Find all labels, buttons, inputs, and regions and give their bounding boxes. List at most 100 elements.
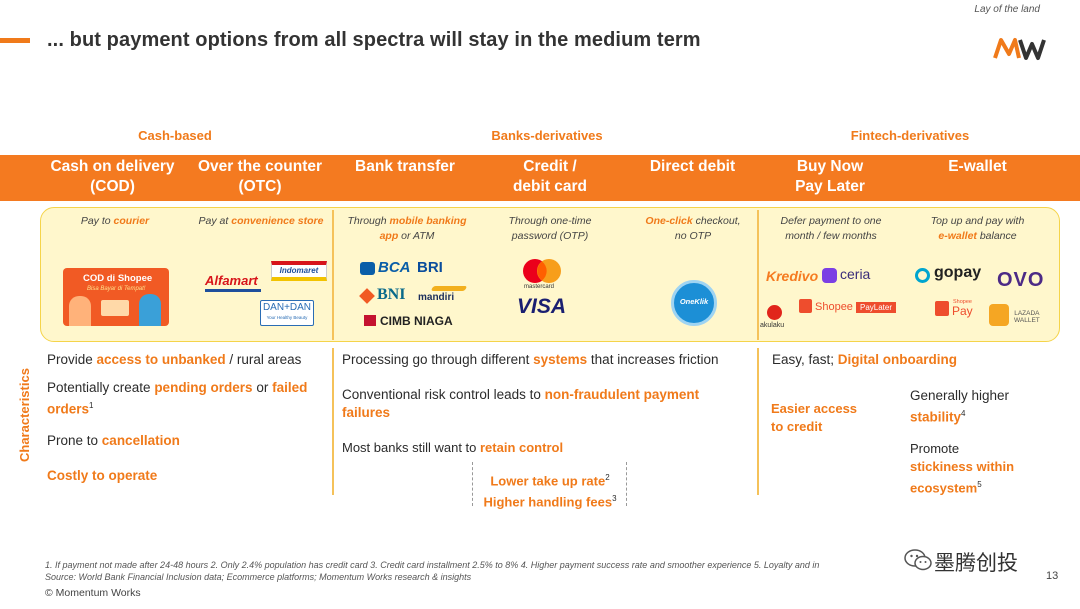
section-tag: Lay of the land <box>974 4 1040 15</box>
bni-logo: BNI <box>377 286 406 303</box>
shopee-paylater-badge: PayLater <box>856 302 897 313</box>
cod-banner-title: COD di Shopee <box>83 273 153 284</box>
method-cod: Cash on delivery (COD) <box>45 157 180 197</box>
ceria-logo: ceria <box>840 266 871 282</box>
footnotes: 1. If payment not made after 24-48 hours… <box>45 560 820 570</box>
fintech-char-2-line2: to credit <box>771 419 823 434</box>
header-accent-bar <box>0 38 30 43</box>
desc-wallet-line1: Top up and pay with <box>930 215 1025 227</box>
desc-debit-highlight: One-click <box>645 215 693 227</box>
lazada-wallet-icon <box>989 304 1009 326</box>
desc-wallet: Top up and pay with e-wallet balance <box>915 214 1040 244</box>
desc-bnpl: Defer payment to one month / few months <box>766 214 896 244</box>
desc-wallet-highlight: e-wallet <box>938 230 977 242</box>
cimb-niaga-logo: CIMB NIAGA <box>380 314 453 328</box>
fintech-char-4-highlight: stickiness within <box>910 459 1015 474</box>
card-note-take-up: Lower take up rate <box>490 473 606 489</box>
customer-figure-icon <box>139 294 161 326</box>
page-number: 13 <box>1046 570 1059 582</box>
desc-otc-text: Pay at <box>198 215 232 227</box>
fintech-char-3-highlight: stability <box>910 409 962 425</box>
method-bnpl-line2: Pay Later <box>795 178 865 195</box>
fintech-char-2: Easier access to credit <box>771 400 857 436</box>
desc-cod-text: Pay to <box>80 215 114 227</box>
fintech-char-1-text: Easy, fast; <box>772 352 838 367</box>
cod-shopee-banner: COD di Shopee Bisa Bayar di Tempat! <box>63 268 169 326</box>
desc-wallet-text: balance <box>976 230 1017 242</box>
cash-char-1-highlight: access to unbanked <box>96 352 226 367</box>
shopee-paylater-shopee: Shopee <box>815 301 853 313</box>
bank-char-3-highlight: retain control <box>480 440 564 455</box>
cash-char-4: Costly to operate <box>47 468 158 483</box>
shopee-bag-icon <box>799 299 812 313</box>
wechat-icon <box>904 549 932 571</box>
desc-card-line2: password (OTP) <box>511 230 589 242</box>
fintech-char-2-line1: Easier access <box>771 401 858 416</box>
cash-char-3-highlight: cancellation <box>101 433 180 448</box>
bca-icon <box>360 262 375 275</box>
akulaku-logo: akulaku <box>760 322 785 329</box>
card-notes-left-divider <box>472 462 473 506</box>
cash-char-3: Prone to cancellation <box>47 432 180 450</box>
cash-char-2-highlight3: orders <box>47 401 90 417</box>
cimb-icon <box>364 315 376 326</box>
alfamart-logo: Alfamart <box>205 273 258 288</box>
cash-char-2-highlight: pending orders <box>154 380 253 395</box>
copyright: © Momentum Works <box>45 587 141 599</box>
mastercard-icon <box>523 259 561 283</box>
bank-char-2: Conventional risk control leads to non-f… <box>342 386 752 422</box>
lazada-text: LAZADA <box>1014 310 1040 317</box>
bank-char-3: Most banks still want to retain control <box>342 439 563 457</box>
shopeepay-bag-icon <box>935 301 949 316</box>
dandan-tagline: Your Healthy Beauty <box>266 315 308 320</box>
courier-figure-icon <box>69 296 91 326</box>
category-cash-based: Cash-based <box>138 128 212 143</box>
lazada-wallet-logo: LAZADA WALLET <box>1014 310 1040 324</box>
desc-bank-highlight: mobile banking app <box>379 215 467 242</box>
divider-lower-bank-fintech <box>757 348 759 495</box>
fintech-char-3-footnote: 4 <box>961 409 966 418</box>
dandan-logo: DAN+DAN Your Healthy Beauty <box>260 300 314 326</box>
bri-logo: BRI <box>417 259 443 276</box>
method-card-line1: Credit / <box>523 158 577 175</box>
desc-otc: Pay at convenience store <box>190 214 332 229</box>
lazada-wallet-text: WALLET <box>1014 317 1040 324</box>
method-cod-line1: Cash on delivery <box>50 158 175 175</box>
page-title: ... but payment options from all spectra… <box>47 29 701 51</box>
method-card-line2: debit card <box>512 178 588 195</box>
card-note-fees: Higher handling fees <box>483 494 613 510</box>
desc-debit: One-click checkout, no OTP <box>634 214 752 244</box>
method-otc-line1: Over the counter <box>197 158 323 175</box>
fintech-char-1: Easy, fast; Digital onboarding <box>772 351 957 369</box>
ovo-logo: OVO <box>997 269 1045 291</box>
cash-char-2-highlight2: failed <box>272 380 308 395</box>
mandiri-swoosh-icon <box>430 286 468 291</box>
cash-char-2-text2: or <box>252 380 273 395</box>
ceria-icon <box>822 268 837 283</box>
watermark: 墨腾创投 <box>934 552 1018 575</box>
method-debit-line1: Direct debit <box>649 158 736 175</box>
cod-banner-subtitle: Bisa Bayar di Tempat! <box>87 286 146 292</box>
divider-cash-bank <box>332 210 334 340</box>
method-ewallet: E-wallet <box>920 157 1035 177</box>
mastercard-label: mastercard <box>524 284 555 290</box>
category-banks-derivatives: Banks-derivatives <box>491 128 603 143</box>
fintech-char-3: Generally higher stability4 <box>910 387 1009 427</box>
visa-logo: VISA <box>517 295 567 318</box>
cash-char-1-text: Provide <box>47 352 97 367</box>
cash-char-2-text: Potentially create <box>47 380 155 395</box>
desc-bank-text: Through <box>347 215 390 227</box>
gopay-logo: gopay <box>934 264 982 281</box>
cash-char-3-text: Prone to <box>47 433 102 448</box>
fintech-char-4-footnote: 5 <box>977 480 982 489</box>
card-notes-right-divider <box>626 462 627 506</box>
desc-bnpl-line2: month / few months <box>785 230 877 242</box>
card-note-take-up-footnote: 2 <box>605 473 610 482</box>
method-card: Credit / debit card <box>490 157 610 197</box>
desc-card-line1: Through one-time <box>508 215 592 227</box>
desc-card: Through one-time password (OTP) <box>490 214 610 244</box>
fintech-char-4-highlight2: ecosystem <box>910 480 978 496</box>
source-note: Source: World Bank Financial Inclusion d… <box>45 572 472 582</box>
method-ewallet-line1: E-wallet <box>948 158 1007 175</box>
fintech-char-1-highlight: Digital onboarding <box>837 352 958 367</box>
